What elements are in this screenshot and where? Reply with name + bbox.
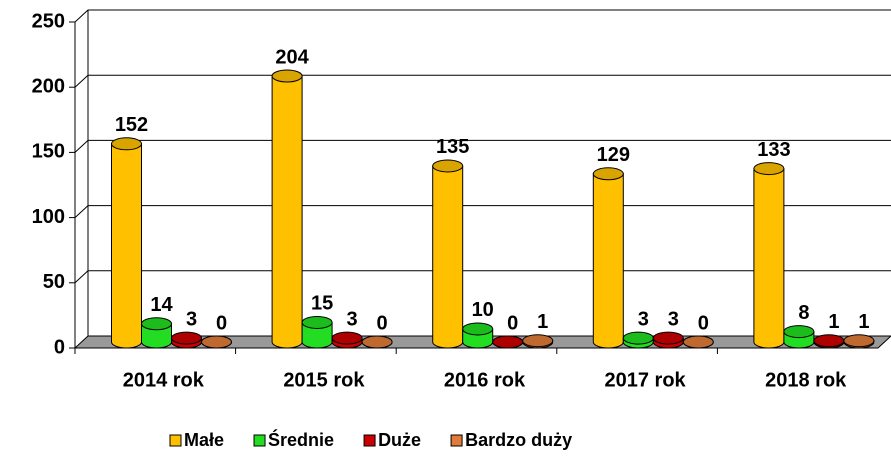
legend-label: Duże: [378, 430, 421, 450]
bar: [432, 159, 464, 349]
bar: [301, 315, 333, 349]
y-tick-label: 0: [54, 336, 65, 358]
legend-swatch: [450, 434, 463, 447]
bar-top: [813, 334, 845, 348]
value-label: 152: [115, 114, 148, 136]
bar: [361, 335, 393, 349]
value-label: 135: [436, 136, 469, 158]
bar-top: [432, 159, 464, 173]
x-tick-label: 2016 rok: [444, 369, 526, 391]
y-tick-label: 50: [43, 271, 65, 293]
bar-top: [622, 331, 654, 345]
bar-top: [783, 325, 815, 339]
y-tick-label: 150: [32, 141, 65, 163]
bar-top: [492, 335, 524, 349]
legend-label: Średnie: [268, 429, 334, 450]
legend-swatch: [253, 434, 266, 447]
bar-body: [271, 75, 303, 349]
bar: [783, 325, 815, 349]
value-label: 0: [507, 312, 518, 334]
x-tick-label: 2018 rok: [765, 369, 847, 391]
bar-top: [652, 331, 684, 345]
bar-top: [462, 322, 494, 336]
bar-top: [843, 334, 875, 348]
grid-line: [74, 139, 891, 153]
y-tick-label: 100: [32, 206, 65, 228]
value-label: 0: [216, 312, 227, 334]
bar-top: [592, 167, 624, 181]
bar: [492, 335, 524, 349]
value-label: 15: [311, 293, 333, 315]
legend-label: Małe: [184, 430, 224, 450]
legend-label: Bardzo duży: [465, 430, 572, 450]
value-label: 133: [757, 139, 790, 161]
bar: [753, 162, 785, 349]
bar-top: [682, 335, 714, 349]
bar: [200, 335, 233, 349]
bar-body: [753, 168, 785, 349]
value-label: 129: [597, 144, 630, 166]
value-label: 0: [377, 312, 388, 334]
bar-top: [331, 331, 363, 345]
value-label: 8: [798, 302, 809, 324]
bar-top: [301, 315, 333, 329]
bar: [592, 167, 624, 349]
value-label: 10: [472, 299, 494, 321]
y-tick-label: 250: [32, 10, 65, 32]
value-label: 1: [858, 311, 869, 333]
x-tick-label: 2014 rok: [123, 369, 205, 391]
value-label: 1: [537, 311, 548, 333]
value-label: 14: [150, 294, 173, 316]
value-label: 1: [828, 311, 839, 333]
y-tick-label: 200: [32, 75, 65, 97]
bar: [462, 322, 494, 349]
bar: [331, 331, 363, 349]
grid-line: [74, 9, 891, 23]
bar: [522, 334, 554, 349]
bar: [652, 331, 684, 349]
x-tick-label: 2017 rok: [605, 369, 687, 391]
legend-swatch: [363, 434, 376, 447]
bar-top: [201, 335, 232, 349]
bar-body: [111, 143, 142, 349]
bar-top: [171, 331, 202, 345]
bar-top: [111, 137, 142, 151]
bar-body: [432, 165, 464, 349]
bar: [813, 334, 845, 349]
bar: [682, 335, 714, 349]
value-label: 3: [668, 308, 679, 330]
bar-top: [753, 162, 785, 176]
bar: [622, 331, 654, 349]
bar-top: [361, 335, 393, 349]
x-tick-label: 2015 rok: [283, 369, 365, 391]
bar-top: [141, 317, 172, 331]
value-label: 204: [275, 46, 309, 68]
bar-top: [271, 69, 303, 83]
value-label: 0: [698, 312, 709, 334]
bar-body: [592, 173, 624, 349]
bar: [271, 69, 303, 349]
bar: [141, 317, 172, 349]
value-label: 3: [186, 308, 197, 330]
value-label: 3: [638, 308, 649, 330]
bar: [171, 331, 202, 349]
grid-line: [74, 74, 891, 88]
legend-swatch: [169, 434, 182, 447]
bar: [111, 137, 142, 349]
value-label: 3: [347, 308, 358, 330]
bar: [843, 334, 875, 349]
bar-top: [522, 334, 554, 348]
